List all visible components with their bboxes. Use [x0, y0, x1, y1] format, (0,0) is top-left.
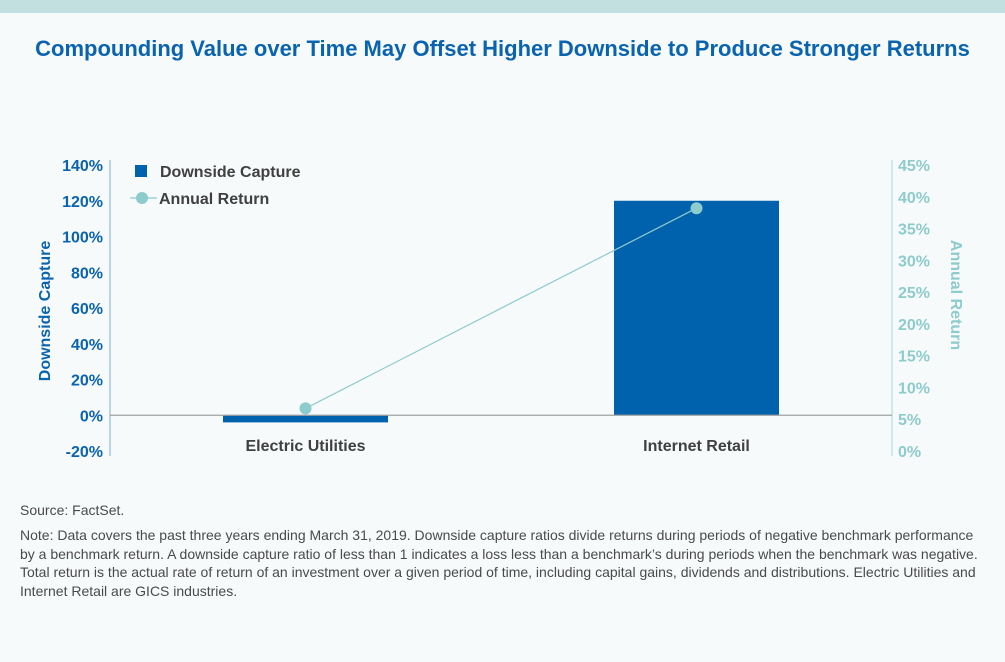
left-tick-label: 140% — [62, 158, 103, 175]
left-tick-label: 40% — [71, 337, 103, 354]
right-tick-label: 5% — [898, 412, 921, 429]
point-annual-return — [690, 202, 703, 215]
left-tick-label: 0% — [80, 408, 103, 425]
left-tick-label: 60% — [71, 301, 103, 318]
left-tick-label: 20% — [71, 373, 103, 390]
category-label: Electric Utilities — [245, 438, 365, 455]
right-tick-label: 25% — [898, 285, 930, 302]
legend-label-downside-capture: Downside Capture — [160, 164, 301, 181]
legend-marker-annual-return — [136, 192, 148, 204]
left-axis-title: Downside Capture — [37, 241, 54, 382]
bar-downside-capture — [223, 415, 388, 423]
source-text: Source: FactSet. — [20, 502, 125, 518]
legend-swatch-downside-capture — [135, 165, 147, 177]
left-tick-label: 120% — [62, 194, 103, 211]
bar-downside-capture — [614, 200, 779, 416]
left-tick-label: 100% — [62, 230, 103, 247]
right-axis-title: Annual Return — [947, 240, 964, 350]
chart-title: Compounding Value over Time May Offset H… — [35, 36, 970, 61]
right-tick-label: 40% — [898, 190, 930, 207]
right-tick-label: 15% — [898, 349, 930, 366]
note-text: Note: Data covers the past three years e… — [20, 527, 978, 599]
right-tick-label: 0% — [898, 444, 921, 461]
left-tick-label: 80% — [71, 265, 103, 282]
left-tick-label: -20% — [66, 444, 103, 461]
top-accent-strip — [0, 0, 1005, 13]
right-tick-label: 20% — [898, 317, 930, 334]
legend-label-annual-return: Annual Return — [159, 191, 269, 208]
category-label: Internet Retail — [643, 438, 750, 455]
chart: -20% 0% 20% 40% 60% 80% 100% 120% 140% 0% 5% 10% 15%… — [37, 158, 964, 461]
right-tick-label: 30% — [898, 253, 930, 270]
right-tick-label: 45% — [898, 158, 930, 175]
right-tick-label: 10% — [898, 380, 930, 397]
point-annual-return — [299, 402, 312, 415]
line-annual-return — [305, 207, 697, 409]
right-tick-label: 35% — [898, 222, 930, 239]
